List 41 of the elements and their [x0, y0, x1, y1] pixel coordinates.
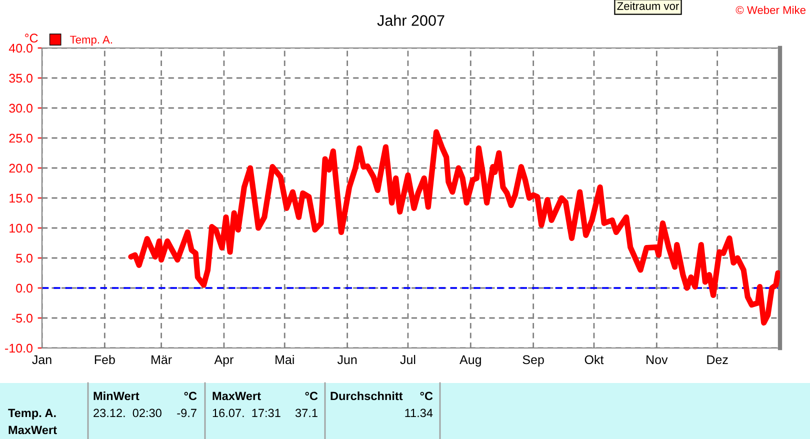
y-tick-label: 40.0: [8, 44, 32, 53]
x-tick-label: Jun: [337, 355, 357, 364]
x-tick-label: Dez: [707, 355, 728, 364]
y-tick-label: 35.0: [9, 74, 32, 83]
text: 23.12. 02:30: [94, 408, 162, 418]
y-tick-label: 5.0: [16, 254, 32, 263]
y-tick-label: -5.0: [12, 314, 32, 323]
text: MaxWert: [212, 392, 261, 400]
y-tick-label: 10.0: [10, 224, 32, 233]
x-tick-label: Jul: [400, 354, 416, 364]
x-tick-label: Mär: [152, 355, 172, 364]
x-tick-label: Sep: [522, 355, 544, 367]
y-tick-label: 25.0: [9, 134, 32, 143]
y-tick-label: 20.0: [9, 164, 32, 173]
text: Zeitraum vor: [617, 2, 679, 10]
text: 16.07. 17:31: [212, 408, 280, 418]
y-tick-label: 15.0: [10, 194, 32, 203]
text: °C: [420, 392, 433, 400]
text: 37.1: [295, 408, 318, 418]
y-tick-label: -10.0: [5, 344, 32, 353]
text: Temp. A.: [8, 408, 56, 420]
chart-title: Jahr 2007: [377, 14, 444, 26]
text: °C: [305, 392, 318, 400]
x-tick-label: Feb: [94, 354, 115, 364]
legend-label: Temp. A.: [70, 36, 112, 46]
text: Durchschnitt: [330, 391, 403, 400]
text: -9.7: [177, 408, 196, 418]
x-tick-label: Apr: [214, 355, 234, 367]
text: © Weber Mike: [736, 6, 806, 14]
text: 11.34: [405, 408, 433, 418]
x-tick-label: Jan: [32, 355, 52, 364]
x-tick-label: Nov: [646, 355, 668, 364]
text: MinWert: [94, 391, 140, 400]
y-tick-label: 30.0: [9, 104, 32, 113]
text: MaxWert: [8, 426, 57, 434]
text: °C: [184, 392, 197, 400]
y-axis-title: °C: [25, 34, 38, 43]
x-tick-label: Aug: [460, 355, 481, 367]
x-tick-label: Mai: [276, 354, 294, 364]
x-tick-label: Okt: [584, 354, 604, 364]
y-tick-label: 0.0: [16, 284, 32, 293]
